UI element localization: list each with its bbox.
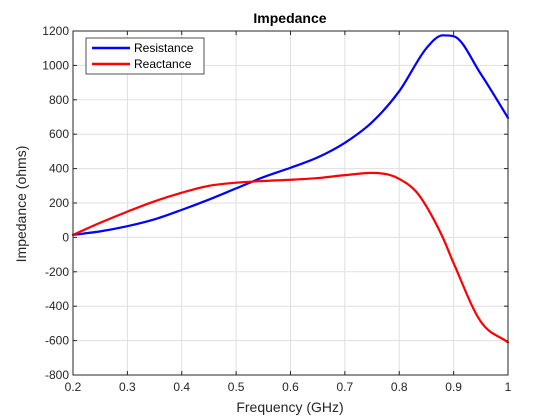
x-tick-label: 0.6 bbox=[282, 380, 299, 394]
x-tick-label: 0.3 bbox=[119, 380, 136, 394]
x-tick-label: 0.9 bbox=[445, 380, 462, 394]
grid-lines bbox=[72, 30, 509, 376]
x-axis-label: Frequency (GHz) bbox=[236, 399, 343, 415]
y-tick-label: 200 bbox=[49, 196, 69, 210]
legend-label-resistance: Resistance bbox=[134, 41, 194, 55]
y-tick-label: 0 bbox=[62, 230, 69, 244]
x-tick-label: 0.8 bbox=[391, 380, 408, 394]
y-tick-label: -800 bbox=[45, 368, 69, 382]
y-tick-label: 400 bbox=[49, 162, 69, 176]
x-tick-label: 0.5 bbox=[228, 380, 245, 394]
axis-ticks: 0.2 0.3 0.4 0.5 0.6 0.7 0.8 0.9 1 -800 -600 -400 -20… bbox=[42, 24, 511, 394]
x-tick-label: 1 bbox=[505, 380, 512, 394]
series-line-resistance bbox=[71, 34, 510, 236]
y-tick-label: 800 bbox=[49, 93, 69, 107]
series-line-reactance bbox=[71, 171, 510, 344]
y-tick-label: -600 bbox=[45, 334, 69, 348]
y-tick-label: -400 bbox=[45, 299, 69, 313]
y-tick-label: 600 bbox=[49, 127, 69, 141]
y-tick-label: 1000 bbox=[42, 58, 69, 72]
x-tick-label: 0.7 bbox=[337, 380, 354, 394]
y-tick-label: 1200 bbox=[42, 24, 69, 38]
series-layer bbox=[71, 34, 510, 344]
x-tick-label: 0.4 bbox=[173, 380, 190, 394]
legend: Resistance Reactance bbox=[85, 37, 205, 75]
plot-frame bbox=[72, 30, 509, 376]
legend-label-reactance: Reactance bbox=[134, 57, 192, 71]
y-axis-label: Impedance (ohms) bbox=[13, 146, 29, 263]
chart-title: Impedance bbox=[253, 10, 326, 26]
x-tick-label: 0.2 bbox=[65, 380, 82, 394]
legend-box bbox=[85, 37, 205, 75]
y-tick-label: -200 bbox=[45, 265, 69, 279]
